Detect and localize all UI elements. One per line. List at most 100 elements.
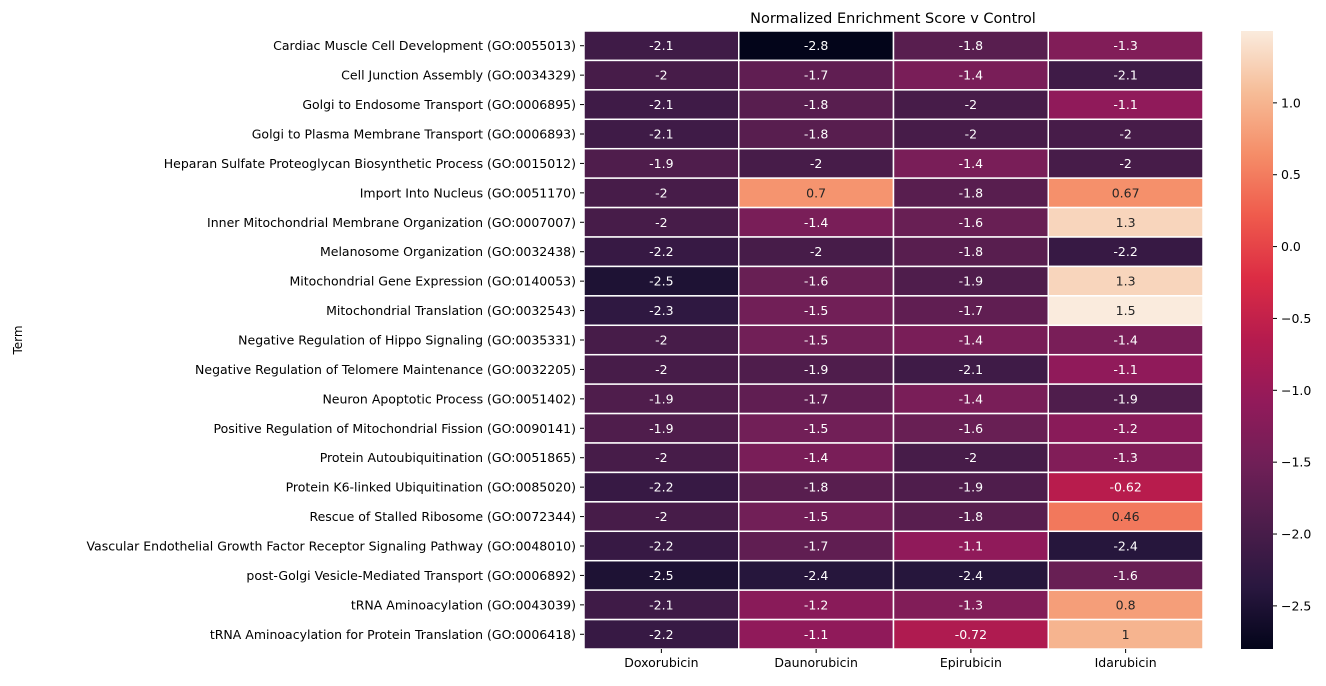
row-label: Inner Mitochondrial Membrane Organizatio… bbox=[207, 215, 576, 230]
cell-annotation: -1.6 bbox=[1113, 568, 1137, 583]
row-label: Mitochondrial Translation (GO:0032543) bbox=[326, 303, 576, 318]
cell-annotation: -2 bbox=[965, 127, 977, 142]
cell-annotation: -1.3 bbox=[1113, 38, 1137, 53]
row-label: Import Into Nucleus (GO:0051170) bbox=[360, 185, 576, 200]
heatmap-cell bbox=[1047, 559, 1204, 591]
cell-annotation: -1.3 bbox=[959, 597, 983, 612]
heatmap-cell bbox=[583, 471, 740, 503]
cell-annotation: -1.2 bbox=[1113, 421, 1137, 436]
cell-annotation: 1.3 bbox=[1116, 274, 1136, 289]
row-label: tRNA Aminoacylation (GO:0043039) bbox=[351, 597, 576, 612]
row-label: Melanosome Organization (GO:0032438) bbox=[320, 244, 576, 259]
heatmap-cell bbox=[1047, 324, 1204, 356]
cell-annotation: -1.8 bbox=[804, 97, 828, 112]
heatmap-cell bbox=[738, 618, 895, 650]
colorbar-tick-label: −2.0 bbox=[1281, 527, 1311, 542]
row-labels: Cardiac Muscle Cell Development (GO:0055… bbox=[86, 38, 584, 642]
cell-annotation: -2.2 bbox=[649, 539, 673, 554]
cell-annotation: 1.3 bbox=[1116, 215, 1136, 230]
cell-annotation: -0.72 bbox=[955, 627, 987, 642]
heatmap-cell bbox=[892, 177, 1049, 209]
cell-annotation: -1.1 bbox=[959, 539, 983, 554]
heatmap-cell bbox=[1047, 118, 1204, 150]
cell-annotation: -1.7 bbox=[804, 68, 828, 83]
row-label: Positive Regulation of Mitochondrial Fis… bbox=[214, 421, 576, 436]
row-label: Rescue of Stalled Ribosome (GO:0072344) bbox=[309, 509, 576, 524]
cell-annotation: -1.4 bbox=[959, 333, 983, 348]
cell-annotation: -1.9 bbox=[959, 274, 983, 289]
column-label: Idarubicin bbox=[1095, 655, 1157, 670]
colorbar-tick-label: 0.5 bbox=[1281, 167, 1301, 182]
cell-annotation: -2.1 bbox=[959, 362, 983, 377]
heatmap-cell bbox=[583, 295, 740, 327]
cell-annotation: -1.7 bbox=[804, 391, 828, 406]
heatmap-cell bbox=[583, 353, 740, 385]
heatmap-cell bbox=[1047, 471, 1204, 503]
cell-annotation: -1.5 bbox=[804, 509, 828, 524]
row-label: Protein Autoubiquitination (GO:0051865) bbox=[320, 450, 576, 465]
heatmap-cell bbox=[892, 501, 1049, 533]
heatmap-cell bbox=[1047, 412, 1204, 444]
row-label: tRNA Aminoacylation for Protein Translat… bbox=[210, 627, 576, 642]
cell-annotation: -2 bbox=[810, 156, 822, 171]
heatmap-cell bbox=[1047, 530, 1204, 562]
row-label: Negative Regulation of Hippo Signaling (… bbox=[238, 333, 576, 348]
row-label: Mitochondrial Gene Expression (GO:014005… bbox=[289, 274, 576, 289]
cell-annotation: -2.4 bbox=[959, 568, 983, 583]
cell-annotation: -2.2 bbox=[649, 244, 673, 259]
colorbar-tick-label: −0.5 bbox=[1281, 311, 1311, 326]
heatmap-cell bbox=[1047, 265, 1204, 297]
heatmap-cell bbox=[583, 383, 740, 415]
cell-annotation: -1.4 bbox=[959, 156, 983, 171]
cell-annotation: -1.8 bbox=[804, 127, 828, 142]
cell-annotation: -2 bbox=[655, 509, 667, 524]
heatmap-cell bbox=[892, 236, 1049, 268]
cell-annotation: -1.3 bbox=[1113, 450, 1137, 465]
colorbar-gradient bbox=[1241, 31, 1273, 649]
row-label: Neuron Apoptotic Process (GO:0051402) bbox=[322, 391, 576, 406]
cell-annotation: -2 bbox=[655, 185, 667, 200]
column-labels: Doxorubicin Daunorubicin Epirubicin Idarubi… bbox=[624, 649, 1157, 670]
cell-annotation: -1.4 bbox=[804, 215, 828, 230]
cell-annotation: -2 bbox=[655, 333, 667, 348]
cell-annotation: 0.7 bbox=[806, 185, 826, 200]
cell-annotation: -1.8 bbox=[804, 480, 828, 495]
cell-annotation: -1.7 bbox=[959, 303, 983, 318]
cell-annotation: 1.5 bbox=[1116, 303, 1136, 318]
heatmap-cell bbox=[1047, 353, 1204, 385]
row-label: Golgi to Endosome Transport (GO:0006895) bbox=[302, 97, 576, 112]
cell-annotation: -1.9 bbox=[649, 391, 673, 406]
cell-annotation: -2 bbox=[655, 450, 667, 465]
cell-annotation: -2.8 bbox=[804, 38, 828, 53]
cell-annotation: -1.9 bbox=[804, 362, 828, 377]
heatmap-cell bbox=[1047, 618, 1204, 650]
heatmap-cell bbox=[1047, 501, 1204, 533]
cell-annotation: -1.9 bbox=[649, 421, 673, 436]
cell-annotation: -2.2 bbox=[649, 480, 673, 495]
cell-annotation: -1.6 bbox=[804, 274, 828, 289]
cell-annotation: -2.2 bbox=[1113, 244, 1137, 259]
colorbar: 1.0 0.5 0.0 −0.5 −1.0 −1.5 −2.0 −2.5 bbox=[1241, 31, 1311, 649]
heatmap-cell bbox=[738, 30, 895, 62]
heatmap-cell bbox=[892, 353, 1049, 385]
heatmap-cell bbox=[738, 59, 895, 91]
row-label: Negative Regulation of Telomere Maintena… bbox=[195, 362, 576, 377]
cell-annotation: -1.1 bbox=[1113, 362, 1137, 377]
cell-annotation: -1.7 bbox=[804, 539, 828, 554]
column-label: Epirubicin bbox=[940, 655, 1002, 670]
cell-annotation: -2.5 bbox=[649, 274, 673, 289]
cell-annotation: 0.8 bbox=[1116, 597, 1136, 612]
row-label: Heparan Sulfate Proteoglycan Biosyntheti… bbox=[164, 156, 576, 171]
cell-annotation: -2.4 bbox=[804, 568, 828, 583]
colorbar-tick-label: 0.0 bbox=[1281, 239, 1301, 254]
cell-annotation: -1.8 bbox=[959, 185, 983, 200]
cell-annotation: -2.5 bbox=[649, 568, 673, 583]
heatmap-cell bbox=[1047, 30, 1204, 62]
row-label: Vascular Endothelial Growth Factor Recep… bbox=[86, 539, 576, 554]
cell-annotation: -2 bbox=[655, 215, 667, 230]
heatmap-cell bbox=[892, 206, 1049, 238]
heatmap-cell bbox=[1047, 59, 1204, 91]
cell-annotation: -1.9 bbox=[649, 156, 673, 171]
cell-annotation: -2 bbox=[965, 97, 977, 112]
